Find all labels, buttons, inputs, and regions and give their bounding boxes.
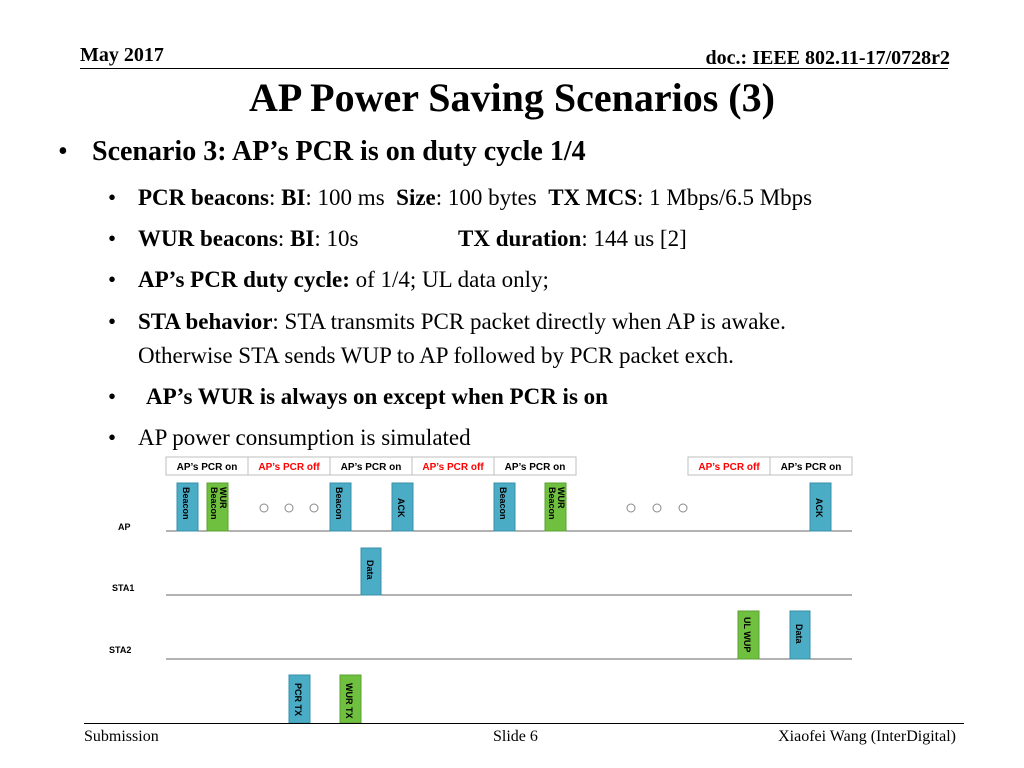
footer-rule xyxy=(84,723,964,724)
legend-pcr-tx-label: PCR TX xyxy=(293,683,303,716)
ellipsis-dot xyxy=(259,503,269,513)
sta2-ul-wup-label: UL WUP xyxy=(742,617,752,652)
ap-wur-beacon-2-label-1: WUR xyxy=(556,487,566,509)
header-doc-id: doc.: IEEE 802.11-17/0728r2 xyxy=(705,47,950,69)
phase-header: AP’s PCR on AP’s PCR off AP’s PCR on AP’… xyxy=(165,456,853,476)
slide-title: AP Power Saving Scenarios (3) xyxy=(249,75,775,120)
ap-beacon-3-label: Beacon xyxy=(498,487,508,520)
bullet-power-sim: AP power consumption is simulated xyxy=(138,425,471,450)
ap-beacon-3 xyxy=(493,482,516,532)
ellipsis-dot xyxy=(626,503,636,513)
ap-ack-2-label: ACK xyxy=(814,498,824,518)
phase-label-3: AP’s PCR on xyxy=(341,462,402,473)
ellipsis-dot xyxy=(284,503,294,513)
row-label-ap: AP xyxy=(118,522,131,532)
bullet-dot: • xyxy=(108,185,117,210)
footer-author: Xiaofei Wang (InterDigital) xyxy=(778,728,956,745)
sta1-data xyxy=(360,547,382,596)
legend-wur-tx-label: WUR TX xyxy=(344,683,354,719)
row-label-sta2: STA2 xyxy=(109,645,131,655)
header-rule xyxy=(80,68,948,69)
ap-ack-2 xyxy=(809,482,832,532)
phase-label-7: AP’s PCR on xyxy=(781,462,842,473)
bullet-sta-behavior: STA behavior: STA transmits PCR packet d… xyxy=(138,309,786,368)
phase-cell-5 xyxy=(493,456,577,476)
sta1-data-label: Data xyxy=(365,560,375,581)
ellipsis-dot xyxy=(309,503,319,513)
ap-wur-beacon-2 xyxy=(544,482,567,532)
ap-wur-beacon-1-label-2: Beacon xyxy=(209,487,219,520)
ap-wur-beacon-1 xyxy=(206,482,229,532)
ap-beacon-2-label: Beacon xyxy=(334,487,344,520)
phase-label-5: AP’s PCR on xyxy=(505,462,566,473)
ap-ack-1-label: ACK xyxy=(396,498,406,518)
sta2-data-label: Data xyxy=(794,624,804,645)
sta2-data xyxy=(789,610,811,660)
ap-beacon-2 xyxy=(329,482,352,532)
phase-label-4: AP’s PCR off xyxy=(422,462,484,473)
bullet-dot: • xyxy=(108,384,117,409)
phase-label-6: AP’s PCR off xyxy=(698,462,760,473)
bullet-duty-cycle: AP’s PCR duty cycle: of 1/4; UL data onl… xyxy=(138,267,549,292)
phase-label-1: AP’s PCR on xyxy=(177,462,238,473)
phase-label-2: AP’s PCR off xyxy=(258,462,320,473)
ap-wur-beacon-1-label-1: WUR xyxy=(218,487,228,509)
bullet-wur-always-on: AP’s WUR is always on except when PCR is… xyxy=(146,384,608,409)
scenario-heading: Scenario 3: AP’s PCR is on duty cycle 1/… xyxy=(92,136,586,167)
bullet-dot: • xyxy=(108,425,117,450)
bullet-dot: • xyxy=(58,136,68,167)
bullet-wur-beacons: WUR beacons: BI: 10s TX duration: 144 us… xyxy=(138,226,687,251)
ellipsis-dot xyxy=(678,503,688,513)
bullet-dot: • xyxy=(108,226,117,251)
sta2-ul-wup xyxy=(737,610,760,660)
ap-beacon-1-label: Beacon xyxy=(181,487,191,520)
ellipsis-dot xyxy=(652,503,662,513)
ap-beacon-1 xyxy=(176,482,199,532)
bullet-dot: • xyxy=(108,267,117,292)
footer-submission: Submission xyxy=(84,728,159,745)
bullet-dot: • xyxy=(108,309,117,334)
phase-cell-7 xyxy=(769,456,853,476)
ap-ack-1 xyxy=(391,482,414,532)
ap-wur-beacon-2-label-2: Beacon xyxy=(547,487,557,520)
header-date: May 2017 xyxy=(80,44,164,66)
footer-slide-number: Slide 6 xyxy=(493,728,538,745)
bullet-pcr-beacons: PCR beacons: BI: 100 ms Size: 100 bytes … xyxy=(138,185,813,210)
row-label-sta1: STA1 xyxy=(112,583,134,593)
